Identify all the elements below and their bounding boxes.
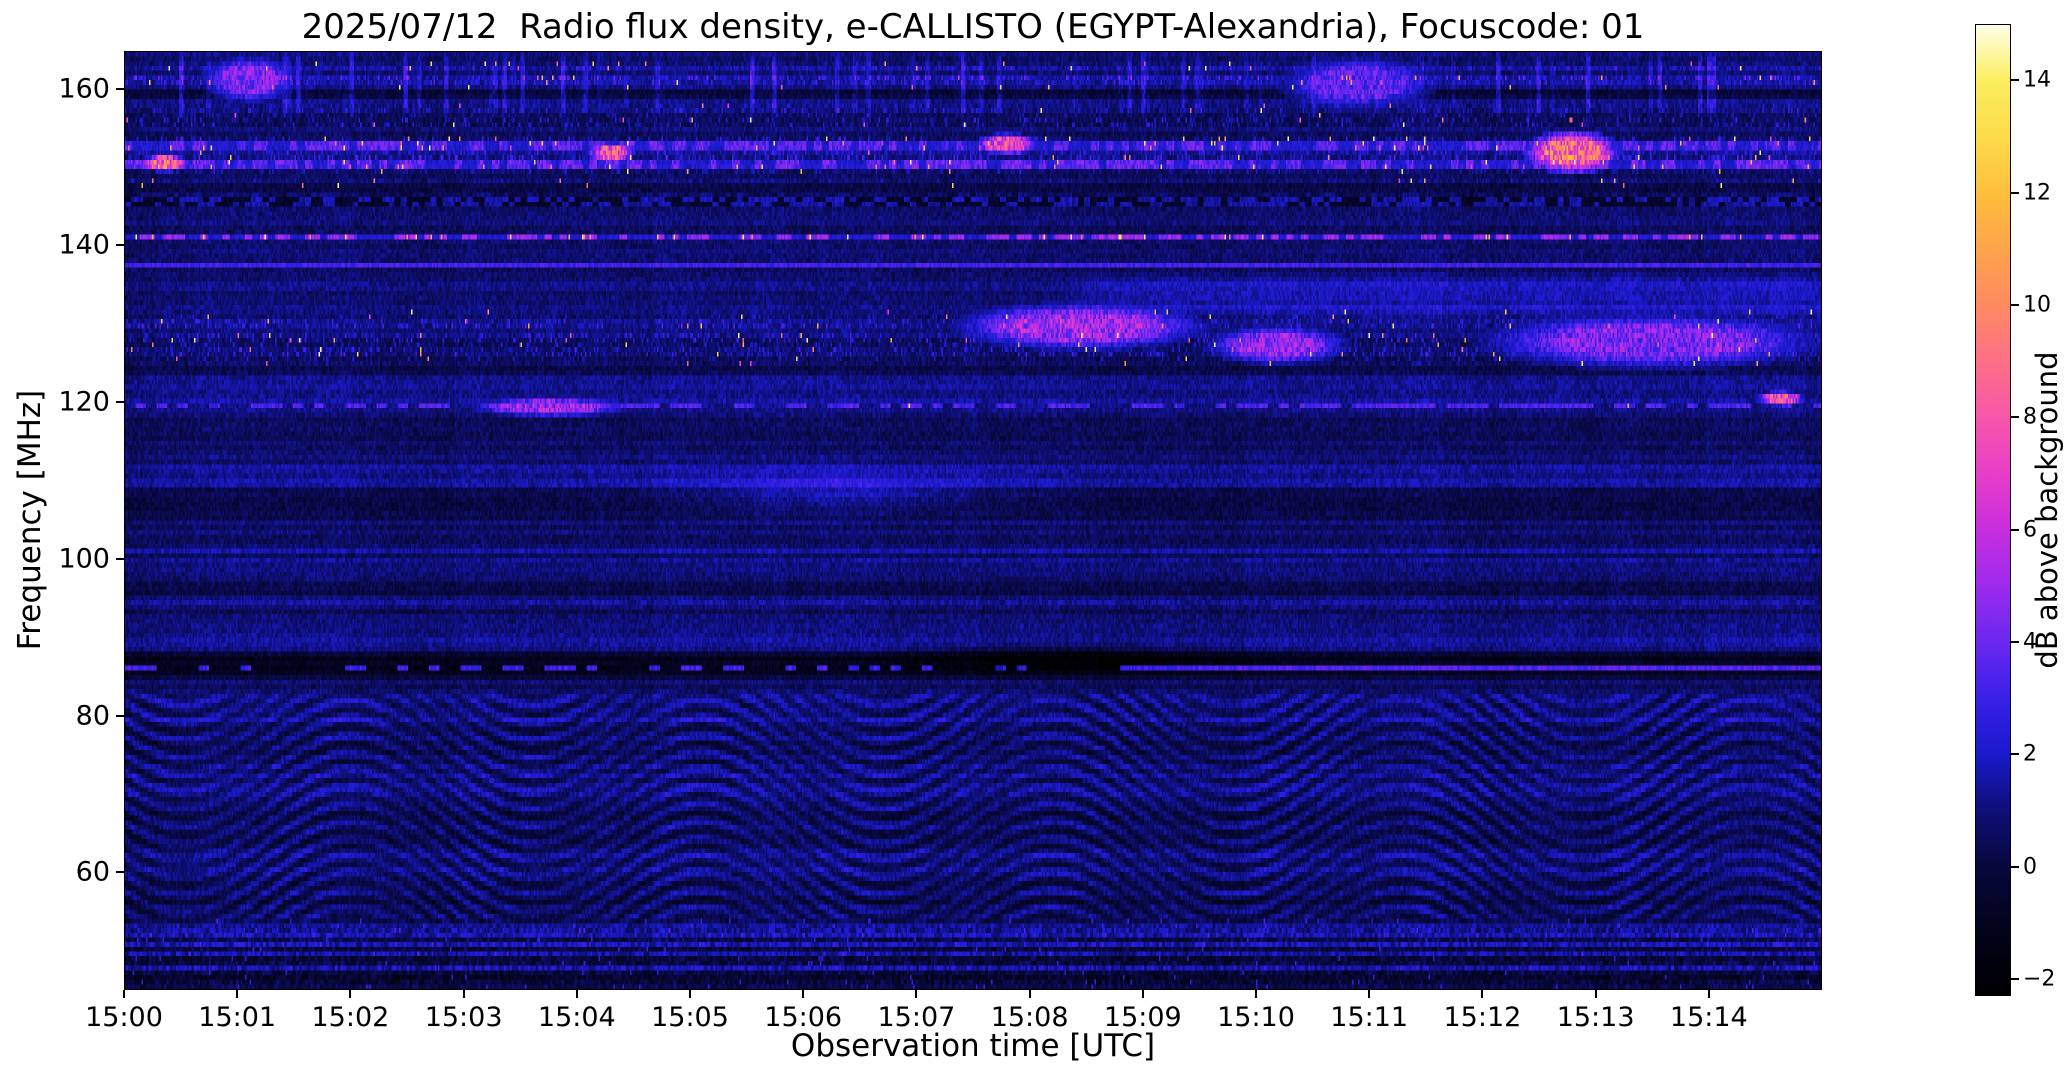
- x-tick-label: 15:05: [651, 1002, 729, 1033]
- x-tick-mark: [802, 990, 805, 998]
- x-tick-label: 15:07: [877, 1002, 956, 1033]
- colorbar-tick-mark: [2011, 191, 2019, 194]
- x-tick-label: 15:03: [424, 1002, 503, 1033]
- x-tick-mark: [1707, 990, 1710, 998]
- chart-title: 2025/07/12 Radio flux density, e-CALLIST…: [301, 7, 1645, 47]
- colorbar-tick-label: −2: [2023, 966, 2056, 992]
- y-tick-label: 60: [75, 856, 110, 888]
- colorbar-tick-mark: [2011, 528, 2019, 531]
- x-tick-mark: [915, 990, 918, 998]
- x-tick-mark: [1594, 990, 1597, 998]
- colorbar-tick-label: 10: [2023, 292, 2051, 318]
- colorbar-tick-mark: [2011, 978, 2019, 981]
- x-tick-mark: [1028, 990, 1031, 998]
- y-tick-mark: [116, 244, 124, 247]
- x-tick-label: 15:12: [1443, 1002, 1522, 1033]
- x-tick-mark: [123, 990, 125, 998]
- y-tick-label: 120: [58, 386, 110, 418]
- x-tick-mark: [1141, 990, 1144, 998]
- colorbar-tick-label: 4: [2023, 629, 2037, 655]
- x-tick-label: 15:11: [1330, 1002, 1409, 1033]
- x-tick-label: 15:02: [311, 1002, 390, 1033]
- x-tick-label: 15:06: [764, 1002, 843, 1033]
- x-tick-mark: [349, 990, 352, 998]
- x-tick-label: 15:13: [1556, 1002, 1635, 1033]
- y-tick-label: 140: [58, 229, 110, 261]
- plot-area: [124, 51, 1822, 990]
- x-tick-label: 15:09: [1103, 1002, 1182, 1033]
- colorbar-tick-label: 0: [2023, 854, 2037, 880]
- x-tick-label: 15:00: [85, 1002, 163, 1033]
- y-tick-label: 160: [58, 73, 110, 105]
- spectrogram-heatmap-canvas: [125, 52, 1821, 989]
- colorbar-tick-label: 6: [2023, 517, 2037, 543]
- y-tick-label: 100: [58, 543, 110, 575]
- x-tick-mark: [575, 990, 578, 998]
- x-tick-mark: [1368, 990, 1371, 998]
- x-tick-label: 15:10: [1217, 1002, 1295, 1033]
- y-tick-label: 80: [75, 700, 110, 732]
- colorbar-tick-label: 2: [2023, 741, 2037, 767]
- y-tick-mark: [116, 871, 124, 874]
- colorbar-tick-mark: [2011, 865, 2019, 868]
- y-tick-mark: [116, 87, 124, 90]
- colorbar-tick-label: 14: [2023, 67, 2051, 93]
- x-tick-label: 15:14: [1669, 1002, 1748, 1033]
- x-tick-mark: [1255, 990, 1257, 998]
- colorbar: [1975, 24, 2011, 996]
- y-tick-mark: [116, 557, 124, 560]
- colorbar-tick-mark: [2011, 416, 2019, 419]
- x-tick-label: 15:08: [990, 1002, 1069, 1033]
- x-tick-mark: [236, 990, 239, 998]
- colorbar-tick-mark: [2011, 79, 2019, 82]
- colorbar-tick-mark: [2011, 753, 2019, 756]
- colorbar-tick-label: 8: [2023, 404, 2037, 430]
- colorbar-tick-label: 12: [2023, 180, 2051, 206]
- colorbar-tick-mark: [2011, 303, 2019, 306]
- colorbar-label: dB above background: [2030, 351, 2064, 669]
- y-axis-label: Frequency [MHz]: [12, 389, 48, 651]
- x-tick-mark: [1481, 990, 1484, 998]
- x-tick-label: 15:01: [198, 1002, 277, 1033]
- x-tick-mark: [689, 990, 691, 998]
- x-tick-mark: [462, 990, 465, 998]
- colorbar-tick-mark: [2011, 641, 2019, 644]
- y-tick-mark: [116, 714, 124, 717]
- x-axis-label: Observation time [UTC]: [790, 1028, 1156, 1064]
- y-tick-mark: [116, 401, 124, 404]
- x-tick-label: 15:04: [537, 1002, 616, 1033]
